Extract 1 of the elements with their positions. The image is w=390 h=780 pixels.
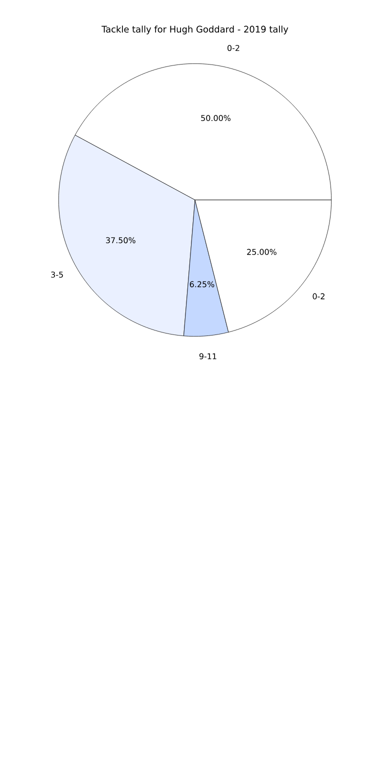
chart-title: Tackle tally for Hugh Goddard - 2019 tally xyxy=(102,26,288,34)
